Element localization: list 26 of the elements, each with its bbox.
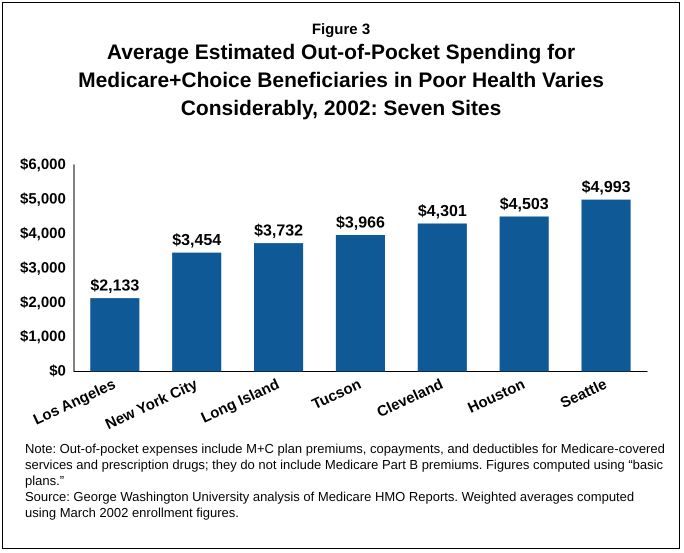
bar [90,298,140,372]
data-label: $3,454 [172,232,222,250]
x-tick-label: Seattle [558,376,610,412]
chart-subtitle: Average Estimated Out-of-Pocket Spending for Medicare+Choice Beneficiaries in Poor Health Varies Considerably, 2002: Seven Sites [77,40,605,122]
data-label: $4,503 [500,196,549,213]
y-tick-label: $0 [49,362,66,380]
y-tick-label: $3,000 [20,259,66,276]
bar [172,252,222,372]
text: Note: Out-of-pocket expenses include M+C plan premiums, copayments, and deductibles for Medicare-covered services and prescription drugs; they do not include Medicare Part B premiums. Figures computed using “basic plans.” [25,441,665,489]
y-tick-label: $4,000 [20,224,66,242]
bar [582,200,631,372]
data-label: $2,133 [90,278,140,295]
source-note: Source: George Washington University analysis of Medicare HMO Reports. Weighted averages computed using March 2002 enrollment figures. [25,489,636,521]
bar [418,223,467,372]
bar [336,235,385,372]
y-tick-label: $2,000 [20,294,66,311]
y-tick-label: $5,000 [20,190,66,208]
data-label: $3,966 [336,214,386,232]
bar [500,216,549,372]
y-tick-label: $1,000 [20,328,66,346]
bar [254,243,304,372]
chart-title: Figure 3 [310,21,372,38]
data-label: $3,732 [254,222,304,240]
y-tick-label: $6,000 [20,156,66,174]
data-label: $4,301 [418,202,467,220]
data-label: $4,993 [582,179,631,196]
